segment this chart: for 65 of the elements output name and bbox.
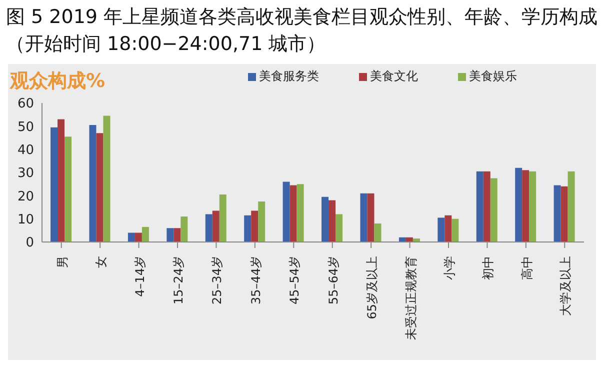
legend-label: 美食文化 bbox=[369, 68, 418, 85]
bar bbox=[438, 218, 445, 242]
y-tick-label: 60 bbox=[17, 96, 34, 112]
x-tick-label: 25–34岁 bbox=[210, 256, 224, 305]
x-tick-label: 35–44岁 bbox=[248, 256, 263, 305]
y-tick-label: 10 bbox=[17, 212, 34, 228]
x-tick-label: 4–14岁 bbox=[132, 256, 147, 297]
bar bbox=[180, 216, 188, 242]
bar bbox=[134, 232, 142, 242]
bar bbox=[296, 184, 304, 242]
bar bbox=[483, 171, 490, 242]
bar bbox=[251, 210, 258, 242]
bar bbox=[515, 168, 522, 242]
bar bbox=[103, 116, 110, 242]
x-tick-label: 初中 bbox=[481, 256, 496, 280]
chart-title: 图 5 2019 年上星频道各类高收视美食栏目观众性别、年龄、学历构成（开始时间 18:00−24:00,71 城市） bbox=[6, 5, 599, 57]
x-tick-label: 15–24岁 bbox=[172, 256, 186, 305]
x-tick-label: 55–64岁 bbox=[326, 256, 340, 305]
bar bbox=[560, 186, 568, 242]
x-tick-label: 45–54岁 bbox=[288, 256, 302, 305]
bar bbox=[328, 200, 336, 242]
bar bbox=[367, 193, 374, 242]
bar bbox=[568, 171, 575, 242]
bar bbox=[128, 232, 135, 242]
bar bbox=[64, 136, 72, 242]
bar bbox=[205, 214, 212, 242]
y-tick-label: 40 bbox=[17, 142, 34, 158]
bar bbox=[89, 125, 96, 242]
bar bbox=[282, 182, 290, 242]
x-tick-label: 高中 bbox=[520, 256, 534, 280]
bar bbox=[522, 170, 530, 242]
bar bbox=[142, 226, 149, 242]
bar bbox=[336, 214, 343, 242]
y-tick-label: 20 bbox=[17, 189, 34, 204]
bar bbox=[219, 194, 226, 242]
y-tick-label: 30 bbox=[17, 166, 34, 182]
bar bbox=[322, 196, 329, 242]
x-tick-label: 女 bbox=[94, 256, 108, 268]
bar bbox=[96, 133, 104, 242]
legend-label: 美食服务类 bbox=[258, 68, 319, 85]
bar bbox=[50, 127, 58, 242]
x-tick-label: 大学及以上 bbox=[558, 256, 573, 316]
bar bbox=[554, 185, 561, 242]
y-tick-label: 0 bbox=[26, 236, 34, 251]
x-tick-label: 男 bbox=[55, 256, 70, 268]
bar bbox=[529, 171, 536, 242]
x-tick-label: 小学 bbox=[442, 256, 456, 280]
bar bbox=[212, 210, 220, 242]
legend-label: 美食娱乐 bbox=[468, 68, 517, 85]
x-tick-label: 65岁及以上 bbox=[365, 256, 380, 320]
bar bbox=[258, 201, 266, 242]
bar bbox=[290, 185, 297, 242]
bar bbox=[444, 215, 452, 242]
bar bbox=[476, 171, 484, 242]
bar bbox=[490, 178, 498, 242]
bar bbox=[374, 223, 382, 242]
bar bbox=[452, 218, 459, 242]
bar bbox=[166, 228, 174, 242]
bar bbox=[360, 193, 368, 242]
y-tick-label: 50 bbox=[17, 120, 34, 135]
bar bbox=[174, 228, 181, 242]
bar bbox=[244, 215, 252, 242]
bar bbox=[58, 119, 65, 242]
x-tick-label: 未受过正规教育 bbox=[404, 256, 418, 340]
y-axis-title: 观众构成% bbox=[10, 69, 106, 94]
